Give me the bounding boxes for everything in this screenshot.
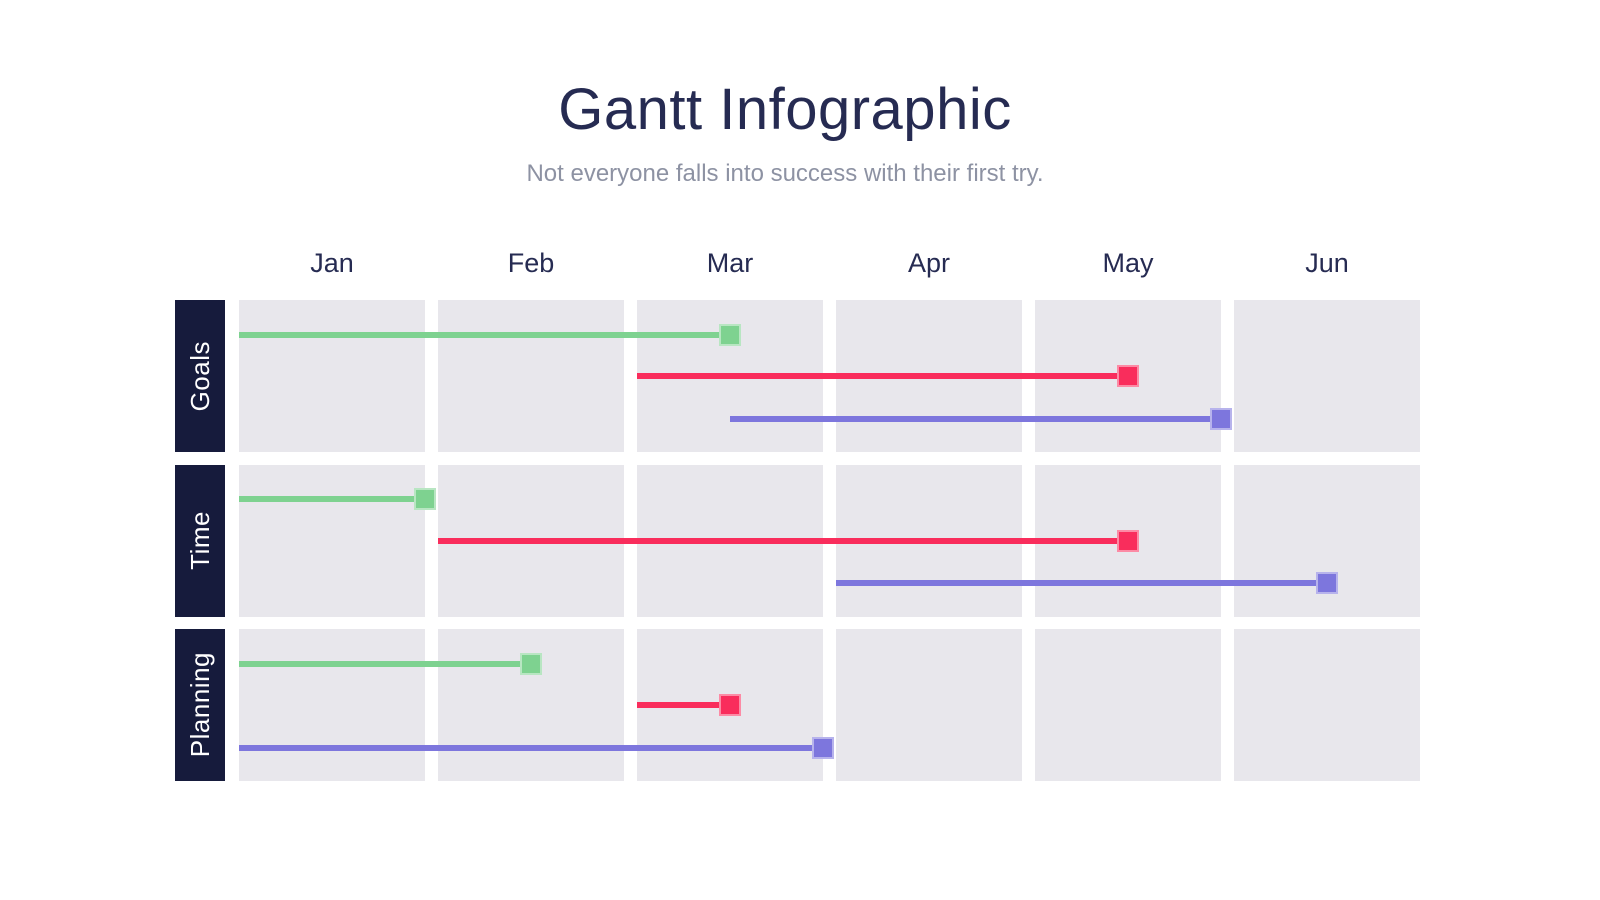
task-bar-planning-green — [239, 660, 531, 667]
task-marker-time-purple — [1316, 572, 1338, 595]
page-title: Gantt Infographic — [558, 77, 1012, 142]
month-label-may: May — [1102, 248, 1154, 278]
grid-cell-time-jan — [239, 464, 425, 617]
month-label-apr: Apr — [907, 248, 951, 278]
grid-cell-planning-feb — [438, 629, 624, 781]
grid-cell-goals-jun — [1234, 300, 1420, 452]
grid-cell-planning-may — [1035, 629, 1221, 781]
task-bar-goals-purple — [730, 415, 1221, 422]
month-label-feb: Feb — [507, 248, 555, 278]
task-marker-goals-green — [719, 323, 741, 346]
grid-cell-planning-jan — [239, 629, 425, 781]
task-bar-planning-red — [637, 702, 730, 708]
row-label-time: Time — [175, 464, 225, 617]
task-marker-planning-purple — [812, 736, 834, 759]
task-marker-planning-green — [520, 652, 542, 675]
task-marker-goals-purple — [1210, 407, 1232, 430]
page-subtitle: Not everyone falls into success with the… — [526, 160, 1044, 187]
row-label-text: Time — [184, 511, 215, 570]
grid-cell-planning-apr — [836, 629, 1022, 781]
task-marker-goals-red — [1117, 365, 1139, 387]
row-label-text: Planning — [184, 652, 215, 758]
month-label-jan: Jan — [310, 248, 354, 278]
task-marker-planning-red — [719, 694, 741, 716]
month-label-jun: Jun — [1305, 248, 1349, 278]
task-bar-time-purple — [836, 580, 1327, 587]
grid-cell-goals-feb — [438, 300, 624, 452]
task-bar-goals-green — [239, 331, 730, 338]
row-label-planning: Planning — [175, 629, 225, 781]
task-bar-goals-red — [637, 373, 1128, 379]
month-label-mar: Mar — [706, 248, 754, 278]
task-bar-time-green — [239, 496, 425, 503]
row-label-goals: Goals — [175, 300, 225, 452]
task-marker-time-red — [1117, 529, 1139, 552]
grid-cell-goals-jan — [239, 300, 425, 452]
task-marker-time-green — [414, 488, 436, 511]
task-bar-planning-purple — [239, 744, 823, 751]
row-label-text: Goals — [184, 340, 215, 412]
task-bar-time-red — [438, 537, 1128, 544]
grid-cell-planning-jun — [1234, 629, 1420, 781]
